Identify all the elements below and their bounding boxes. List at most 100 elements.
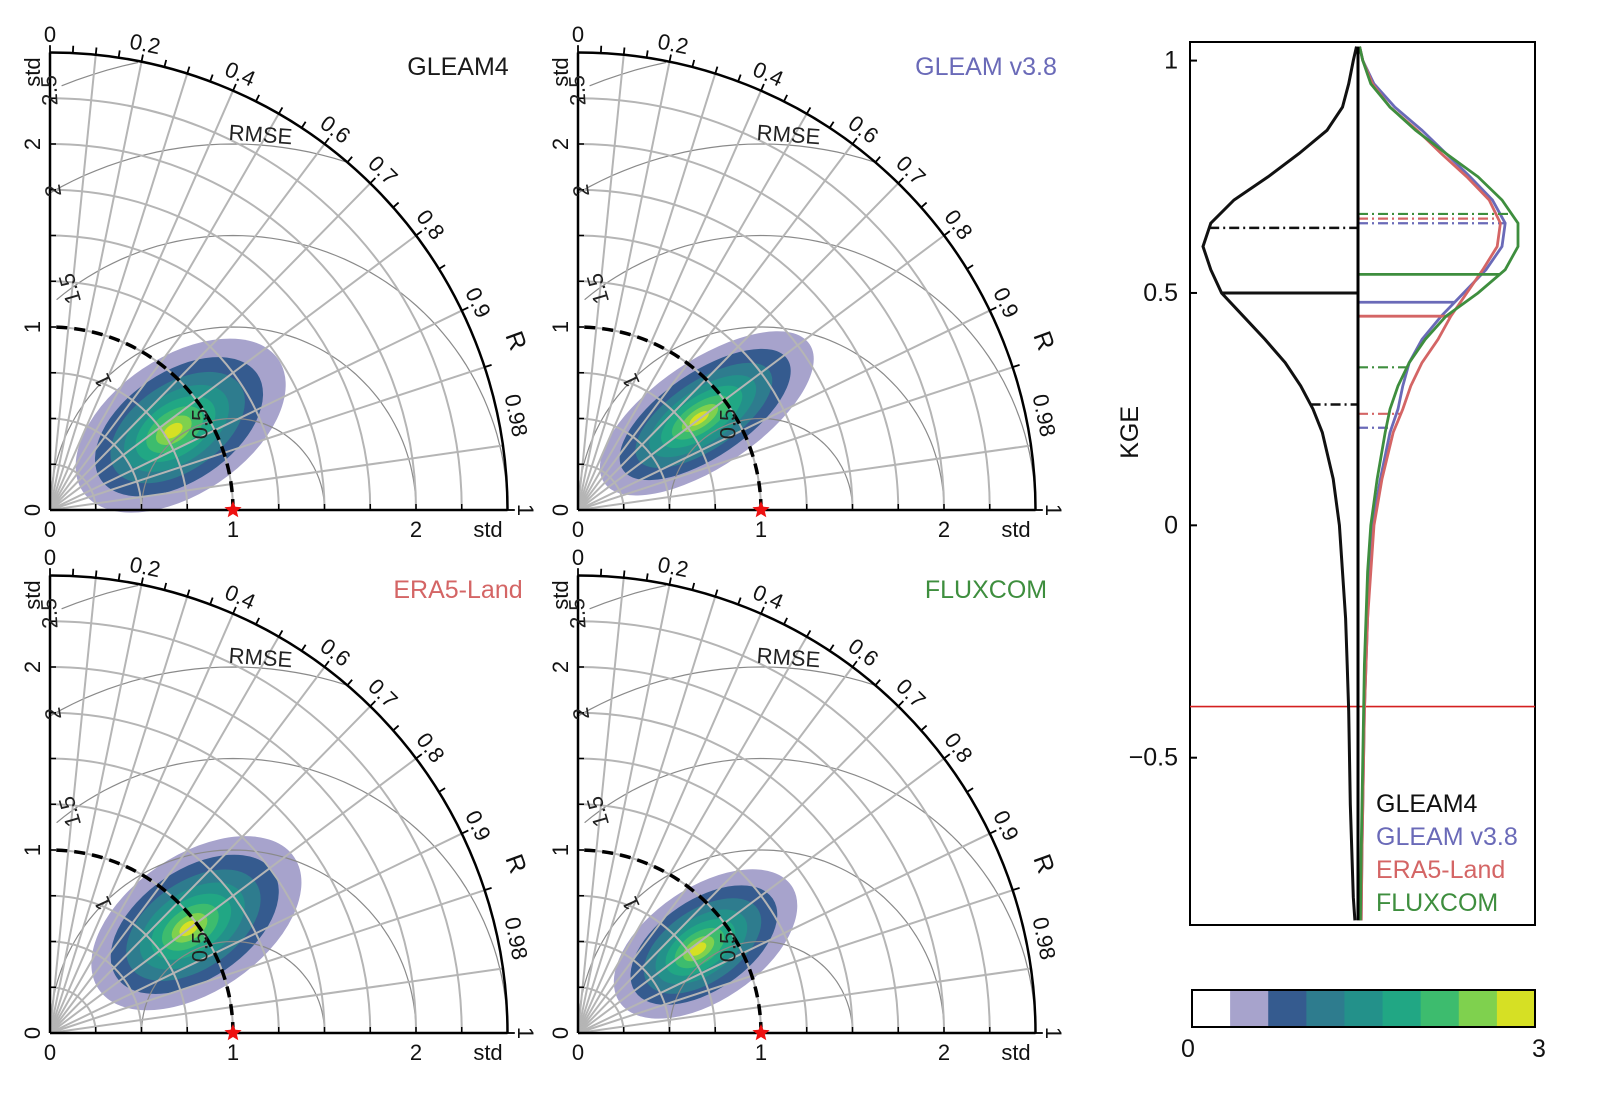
reference-std-arc	[577, 848, 763, 1034]
std-x-axis-label: std	[473, 517, 502, 542]
legend-entry: GLEAM v3.8	[1376, 823, 1518, 851]
correlation-tick-label: 0	[572, 545, 584, 570]
std-x-tick-label: 0	[44, 1040, 56, 1065]
correlation-tick-label: 0.2	[128, 29, 163, 60]
correlation-spoke	[577, 705, 899, 1034]
correlation-spoke	[577, 366, 1013, 511]
correlation-tick	[346, 156, 353, 163]
correlation-spoke	[577, 143, 854, 511]
kge-y-tick-label: 0	[1164, 511, 1178, 539]
correlation-tick	[989, 829, 997, 835]
panel-title: GLEAM v3.8	[915, 53, 1057, 81]
rmse-contour-label: 2	[568, 183, 595, 199]
rmse-circle	[49, 849, 417, 1034]
reference-star-marker	[224, 1024, 242, 1041]
correlation-tick	[461, 829, 469, 835]
correlation-axis-label: R	[500, 851, 532, 878]
std-grid-arc	[49, 757, 326, 1034]
correlation-tick	[851, 660, 858, 668]
correlation-spoke	[577, 584, 671, 1034]
correlation-axis-label: R	[500, 328, 532, 355]
violin-right-series-3	[1358, 46, 1520, 921]
correlation-spoke	[577, 54, 625, 511]
correlation-tick	[346, 679, 353, 686]
std-grid-arc	[49, 371, 189, 511]
correlation-tick	[783, 617, 788, 625]
reference-std-arc	[49, 848, 235, 1034]
correlation-tick	[209, 597, 214, 605]
rmse-circle	[56, 234, 509, 511]
rmse-circle	[140, 417, 326, 511]
correlation-tick	[783, 94, 788, 102]
std-y-tick-label: 0	[20, 1027, 45, 1039]
correlation-spoke	[49, 832, 463, 1034]
correlation-tick	[714, 589, 719, 597]
std-grid-arc	[49, 97, 463, 511]
taylor-panel-fluxcom: 0 0.20.40.60.70.80.90.981R001122stdstd0.5…	[548, 545, 1066, 1065]
correlation-tick	[645, 50, 649, 58]
correlation-tick	[668, 577, 672, 585]
correlation-tick	[255, 617, 260, 625]
correlation-spoke	[577, 666, 854, 1034]
rmse-circle	[584, 234, 1037, 511]
rmse-circle	[56, 757, 509, 1034]
std-y-axis-label: std	[20, 580, 45, 609]
correlation-tick	[232, 606, 237, 615]
correlation-tick	[232, 83, 237, 92]
rmse-circle	[589, 61, 667, 87]
std-x-tick-label: 1	[755, 1040, 767, 1065]
correlation-tick	[966, 264, 974, 270]
correlation-tick	[828, 644, 835, 652]
outer-correlation-arc	[49, 51, 509, 511]
rmse-circle	[49, 666, 347, 717]
outer-correlation-arc	[49, 574, 509, 1034]
rmse-contour-label: 2.5	[564, 74, 591, 106]
rmse-contour-label: 1.5	[54, 270, 87, 306]
std-y-tick-label: 2	[548, 138, 573, 150]
correlation-tick	[622, 570, 626, 578]
correlation-tick	[94, 570, 98, 578]
std-y-tick-label: 1	[20, 321, 45, 333]
rmse-contour-label: 0.5	[716, 409, 741, 440]
correlation-tick	[760, 83, 765, 92]
colorbar-bin	[1458, 990, 1498, 1027]
correlation-spoke	[577, 613, 762, 1034]
violin-frame	[1189, 41, 1536, 926]
correlation-tick	[323, 137, 330, 145]
correlation-tick	[186, 66, 191, 74]
correlation-spoke	[577, 967, 1032, 1034]
kge-y-tick-label: 1	[1164, 47, 1178, 75]
rmse-circle	[584, 757, 1037, 1034]
std-y-axis-label: std	[548, 580, 573, 609]
correlation-tick	[163, 582, 168, 591]
kge-axis-label: KGE	[1116, 406, 1144, 459]
correlation-tick	[300, 644, 307, 652]
rmse-contour-label: 2	[40, 183, 67, 199]
std-grid-arc	[577, 371, 717, 511]
correlation-tick	[989, 306, 997, 312]
std-y-tick-label: 1	[548, 321, 573, 333]
std-y-tick-label: 1	[20, 844, 45, 856]
rmse-circle	[140, 940, 326, 1034]
correlation-spoke	[577, 90, 762, 511]
correlation-tick	[622, 47, 626, 55]
std-grid-arc	[49, 894, 189, 1034]
correlation-tick-label: 1	[513, 1027, 538, 1039]
correlation-tick	[943, 230, 951, 237]
correlation-tick-label: 0.4	[749, 579, 787, 614]
reference-star-marker	[224, 501, 242, 518]
correlation-tick	[691, 59, 696, 68]
rmse-circle	[61, 584, 139, 610]
std-grid-arc	[577, 666, 945, 1034]
correlation-tick	[966, 787, 974, 793]
rmse-label: RMSE	[756, 643, 821, 672]
std-grid-arc	[49, 188, 372, 511]
correlation-tick	[920, 724, 928, 732]
correlation-spoke	[577, 757, 945, 1034]
rmse-circle	[577, 143, 875, 194]
std-grid-arc	[49, 620, 463, 1034]
correlation-spoke	[49, 584, 143, 1034]
correlation-spoke	[49, 309, 463, 511]
